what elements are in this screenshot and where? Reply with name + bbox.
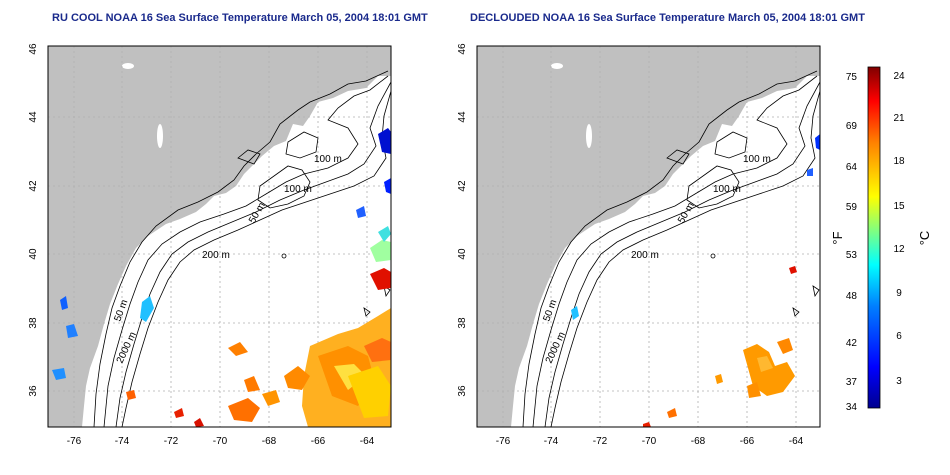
map-panel-full: 100 m 100 m 50 m 200 m 50 m 2000 m 36 38… [28, 43, 392, 447]
panel-frame [47, 45, 392, 428]
lon-tick-label: -76 [67, 436, 82, 447]
f-tick-label: 37 [846, 377, 858, 388]
f-tick-label: 75 [846, 72, 858, 83]
grid-lines [48, 46, 391, 427]
c-tick-label: 3 [896, 376, 902, 387]
fahrenheit-label: °F [830, 231, 845, 244]
lat-tick-label: 40 [28, 248, 39, 260]
lat-tick-label: 38 [28, 317, 39, 329]
lon-tick-label: -64 [360, 436, 375, 447]
lat-tick-label: 36 [28, 385, 39, 397]
bathymetry-contours [522, 70, 820, 427]
lon-tick-label: -72 [164, 436, 179, 447]
map-panel-declouded: 100 m 100 m 50 m 200 m 50 m 2000 m 36 38… [457, 43, 821, 447]
lake [551, 63, 563, 69]
contour-label: 100 m [713, 184, 741, 195]
contour-label: 200 m [631, 250, 659, 261]
contour-label: 100 m [314, 154, 342, 165]
bathymetry-contours [93, 70, 391, 427]
f-tick-label: 34 [846, 402, 858, 413]
celsius-scale: 24 21 18 15 12 9 6 3 [893, 71, 905, 387]
colorbar: 75 69 64 59 53 48 42 37 34 24 21 18 15 1… [830, 66, 932, 413]
contour-label: 200 m [202, 250, 230, 261]
island [625, 186, 645, 196]
f-tick-label: 48 [846, 291, 858, 302]
lon-tick-label: -70 [642, 436, 657, 447]
island [196, 186, 216, 196]
lat-tick-label: 46 [28, 43, 39, 55]
colorbar-gradient [867, 66, 881, 409]
lon-tick-label: -66 [311, 436, 326, 447]
lat-tick-label: 42 [457, 180, 468, 192]
f-tick-label: 53 [846, 250, 858, 261]
lat-axis: 36 38 40 42 44 46 [457, 43, 468, 397]
panel-title-full: RU COOL NOAA 16 Sea Surface Temperature … [52, 12, 428, 24]
panel-title-declouded: DECLOUDED NOAA 16 Sea Surface Temperatur… [470, 12, 865, 24]
c-tick-label: 18 [893, 156, 905, 167]
lon-tick-label: -68 [262, 436, 277, 447]
lon-tick-label: -64 [789, 436, 804, 447]
lon-tick-label: -74 [115, 436, 130, 447]
f-tick-label: 42 [846, 338, 858, 349]
f-tick-label: 69 [846, 121, 858, 132]
fahrenheit-scale: 75 69 64 59 53 48 42 37 34 [846, 72, 858, 413]
lat-tick-label: 44 [28, 111, 39, 123]
c-tick-label: 15 [893, 201, 905, 212]
land-mass [48, 46, 391, 427]
c-tick-label: 24 [893, 71, 905, 82]
c-tick-label: 6 [896, 331, 902, 342]
f-tick-label: 59 [846, 202, 858, 213]
lat-axis: 36 38 40 42 44 46 [28, 43, 39, 397]
lake [586, 124, 592, 148]
c-tick-label: 21 [893, 113, 905, 124]
lat-tick-label: 42 [28, 180, 39, 192]
lake [157, 124, 163, 148]
lat-tick-label: 36 [457, 385, 468, 397]
c-tick-label: 9 [896, 288, 902, 299]
lon-tick-label: -72 [593, 436, 608, 447]
lake [122, 63, 134, 69]
f-tick-label: 64 [846, 162, 858, 173]
lat-tick-label: 46 [457, 43, 468, 55]
sst-data [52, 128, 391, 427]
lon-tick-label: -66 [740, 436, 755, 447]
lat-tick-label: 38 [457, 317, 468, 329]
lon-tick-label: -68 [691, 436, 706, 447]
lat-tick-label: 44 [457, 111, 468, 123]
lon-axis: -76 -74 -72 -70 -68 -66 -64 [496, 436, 804, 447]
contour-label: 100 m [743, 154, 771, 165]
lat-tick-label: 40 [457, 248, 468, 260]
lon-tick-label: -76 [496, 436, 511, 447]
celsius-label: °C [917, 231, 932, 246]
lon-tick-label: -74 [544, 436, 559, 447]
panel-frame [476, 45, 821, 428]
lon-axis: -76 -74 -72 -70 -68 -66 -64 [67, 436, 375, 447]
contour-label: 100 m [284, 184, 312, 195]
lon-tick-label: -70 [213, 436, 228, 447]
c-tick-label: 12 [893, 244, 905, 255]
land-mass [477, 46, 820, 427]
sst-data [571, 134, 820, 427]
